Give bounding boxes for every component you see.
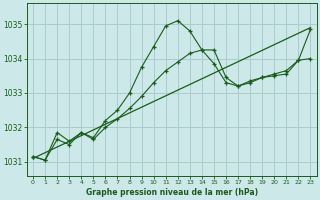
X-axis label: Graphe pression niveau de la mer (hPa): Graphe pression niveau de la mer (hPa): [86, 188, 258, 197]
